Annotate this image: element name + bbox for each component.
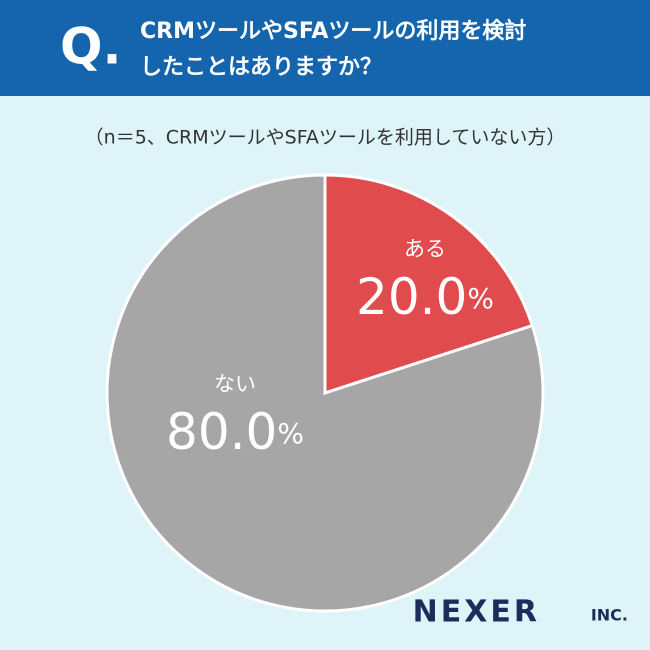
title-line: CRMツールやSFAツールの利用を検討 (140, 18, 526, 44)
title-line: したことはありますか？ (140, 55, 382, 80)
subtitle: （n＝5、CRMツールやSFAツールを利用していない方） (85, 127, 566, 149)
slice-category-label: ある (404, 237, 446, 261)
pie-slice (105, 173, 545, 613)
header-band (0, 0, 650, 96)
pie-slice (323, 173, 535, 396)
logo-suffix: INC. (591, 606, 628, 625)
slice-category-label: ない (214, 372, 256, 396)
slice-value-label: 80.0% (166, 403, 304, 461)
logo: NEXER (413, 595, 540, 630)
slice-value-label: 20.0% (356, 268, 494, 326)
pie: ある 20.0% ない 80.0% (105, 173, 545, 613)
question-label: Q. (60, 18, 122, 76)
